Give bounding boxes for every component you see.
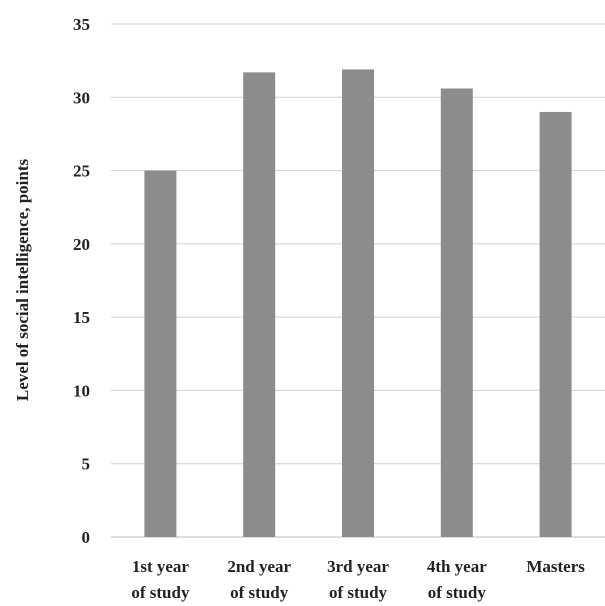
- x-category-label: of study: [230, 583, 289, 602]
- bar: [440, 88, 473, 538]
- x-category-label: of study: [329, 583, 388, 602]
- x-category-label: 2nd year: [227, 557, 291, 576]
- y-tick-label: 15: [73, 308, 90, 327]
- y-tick-label: 30: [73, 88, 90, 107]
- x-category-label: of study: [428, 583, 487, 602]
- y-axis-ticks: 0 5 10 15 20 25 30 35: [73, 15, 90, 547]
- bar: [342, 69, 374, 538]
- y-tick-label: 0: [82, 528, 91, 547]
- bar: [243, 72, 276, 538]
- x-category-label: 4th year: [427, 557, 487, 576]
- y-tick-label: 5: [82, 455, 91, 474]
- y-axis-title: Level of social intelligence, points: [13, 159, 32, 402]
- x-category-label: of study: [131, 583, 190, 602]
- x-axis-categories: 1st year of study 2nd year of study 3rd year…: [131, 557, 585, 602]
- y-tick-label: 20: [73, 235, 90, 254]
- bar: [144, 170, 177, 538]
- y-tick-label: 35: [73, 15, 90, 34]
- y-tick-label: 10: [73, 381, 90, 400]
- x-category-label: 3rd year: [327, 557, 389, 576]
- bars: [144, 69, 572, 538]
- y-tick-label: 25: [73, 162, 90, 181]
- x-category-label: Masters: [526, 557, 585, 576]
- x-category-label: 1st year: [132, 557, 190, 576]
- bar: [539, 111, 572, 537]
